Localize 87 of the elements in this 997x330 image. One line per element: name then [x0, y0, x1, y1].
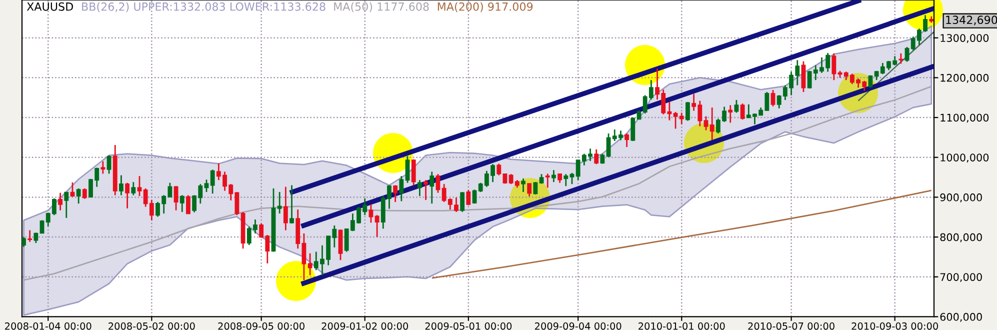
candlestick — [137, 175, 142, 197]
y-tick-label: 1100,000 — [940, 114, 989, 123]
legend-label: BB(26,2) UPPER:1332.083 LOWER:1133.628 — [82, 2, 326, 12]
y-tick-label: 1300,000 — [940, 34, 989, 44]
x-tick-label: 2010-05-07 00:00 — [748, 322, 834, 330]
candlestick — [119, 174, 124, 196]
candlestick — [801, 60, 806, 93]
candlestick — [710, 106, 714, 141]
candlestick — [424, 179, 428, 201]
x-tick-label: 2008-05-02 00:00 — [108, 322, 195, 330]
candlestick — [290, 184, 294, 224]
candlestick — [40, 220, 44, 234]
x-tick-label: 2009-01-02 00:00 — [322, 322, 408, 330]
x-tick-label: 2010-01-01 00:00 — [638, 322, 725, 330]
candlestick — [405, 155, 410, 184]
candlestick — [64, 191, 69, 219]
candlestick — [70, 182, 75, 198]
candlestick — [460, 191, 465, 213]
text: MA(50) 1177.608 — [334, 2, 429, 12]
y-tick-label: 700,000 — [940, 273, 982, 282]
candlestick — [770, 89, 776, 108]
x-tick-label: 2009-09-04 00:00 — [534, 322, 622, 330]
annotation: 1342,690 — [946, 16, 997, 26]
candlestick — [411, 158, 416, 186]
candlestick — [34, 232, 38, 244]
candlestick — [76, 188, 81, 204]
candlestick — [436, 173, 440, 194]
candlestick — [704, 116, 708, 131]
x-tick-label: 2008-09-05 00:00 — [218, 322, 304, 330]
candlestick — [472, 188, 477, 204]
candlestick — [904, 46, 910, 62]
y-tick-label: 1000,000 — [940, 154, 989, 163]
y-tick-label: 600,000 — [940, 312, 982, 322]
line-series — [431, 190, 932, 279]
candlestick — [545, 172, 550, 188]
text: MA(200) 917.009 — [438, 2, 533, 12]
candlestick — [466, 189, 471, 206]
candlestick — [832, 52, 836, 81]
candlestick — [533, 181, 538, 196]
candlestick — [100, 160, 106, 174]
y-tick-label: 900,000 — [940, 193, 982, 202]
candlestick — [338, 228, 343, 261]
candlestick — [728, 104, 733, 124]
candlestick — [417, 179, 422, 197]
candlestick — [186, 194, 190, 214]
candlestick — [28, 230, 32, 242]
candlestick — [734, 99, 739, 114]
chart-title: XAUUSD — [26, 2, 73, 11]
candlestick — [174, 185, 178, 212]
candlestick — [374, 214, 380, 238]
candlestick — [399, 175, 404, 202]
candlestick — [368, 204, 374, 224]
candlestick — [283, 186, 288, 231]
y-tick-label: 800,000 — [940, 233, 982, 242]
candlestick — [606, 132, 611, 158]
candlestick — [686, 101, 690, 122]
candlestick — [308, 252, 312, 276]
candlestick — [277, 191, 282, 214]
candlestick — [624, 132, 630, 148]
candlestick — [898, 52, 904, 64]
x-tick-label: 2009-05-01 00:00 — [425, 322, 512, 330]
candlestick — [180, 194, 184, 213]
candlestick — [564, 173, 568, 187]
candlestick — [594, 148, 599, 165]
x-tick-label: 2008-01-04 00:00 — [5, 322, 92, 330]
candlestick — [125, 182, 130, 210]
candlestick — [393, 184, 398, 203]
candlestick — [210, 169, 215, 194]
candlestick — [131, 181, 136, 196]
candlestick — [521, 178, 526, 193]
candlestick — [740, 102, 745, 120]
y-tick-label: 1200,000 — [940, 74, 989, 83]
candlestick — [204, 178, 209, 193]
line-series — [23, 86, 932, 281]
candlestick — [630, 116, 636, 142]
candlestick — [58, 192, 62, 212]
candlestick — [527, 182, 532, 198]
candlestick — [22, 236, 26, 248]
candlestick — [868, 74, 873, 88]
x-tick-label: 2010-09-03 00:00 — [852, 322, 938, 330]
candlestick — [430, 171, 434, 204]
candlestick — [570, 172, 574, 185]
candlestick — [106, 154, 112, 174]
candlestick — [82, 188, 87, 200]
candlestick — [558, 172, 562, 184]
candlestick — [496, 163, 502, 176]
candlestick — [552, 169, 556, 183]
